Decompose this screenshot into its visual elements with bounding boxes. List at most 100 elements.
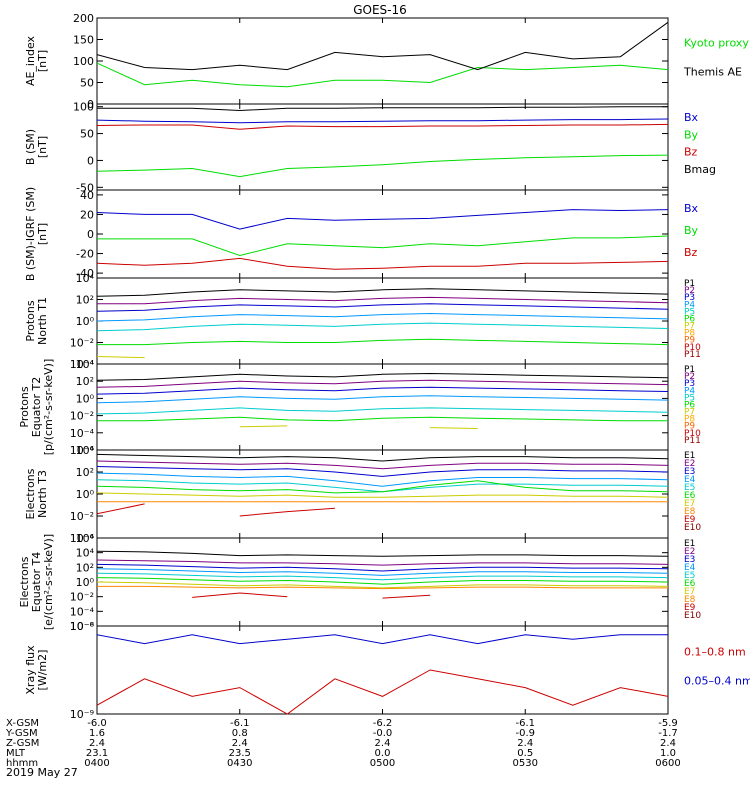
y-tick-label: 10⁰ [76, 315, 95, 328]
legend-label: E3 [684, 467, 695, 477]
legend-label: E6 [684, 491, 696, 501]
footer-value: -1.7 [658, 728, 678, 739]
legend-label: Bx [684, 111, 699, 124]
y-tick-label: 50 [80, 77, 94, 90]
y-tick-label: 10² [76, 466, 94, 479]
legend-label: E10 [684, 611, 701, 621]
y-axis-label-line: North T3 [36, 470, 49, 518]
legend-label: E7 [684, 587, 695, 597]
series-line [96, 669, 669, 715]
legend-label: P3 [684, 379, 695, 389]
legend-label: P6 [684, 400, 695, 410]
y-tick-label: 10⁻⁴ [70, 532, 95, 545]
panel-frame [96, 189, 669, 279]
footer-row-label: MLT [6, 748, 26, 759]
y-tick-label: 10⁴ [76, 358, 95, 371]
y-tick-label: 10⁻⁴ [70, 605, 95, 618]
legend-label: P10 [684, 343, 701, 353]
y-axis-label-line: B (SM) [24, 129, 37, 165]
series-line [97, 296, 669, 305]
y-tick-label: 10⁴ [76, 444, 95, 457]
series-line [96, 257, 669, 270]
series-line [239, 425, 288, 428]
y-axis-label: ProtonsNorth T1 [24, 297, 49, 345]
legend-label: E8 [684, 595, 696, 605]
y-tick-label: 0 [87, 228, 94, 241]
y-axis-label-line: Equator T2 [30, 377, 43, 437]
y-tick-label: 20 [80, 208, 94, 221]
y-tick-label: 10⁴ [76, 547, 95, 560]
footer-row-label: Z-GSM [6, 738, 39, 749]
series-line [97, 235, 669, 257]
legend-label: E6 [684, 579, 696, 589]
footer-value: 2.4 [89, 738, 105, 749]
y-axis-label-line: Protons [24, 300, 37, 341]
legend-label: Bmag [684, 163, 716, 176]
legend-label: P8 [684, 329, 695, 339]
legend-label: P2 [684, 286, 695, 296]
series-line [96, 577, 669, 585]
y-tick-label: 0 [87, 154, 94, 167]
footer-value: -6.0 [87, 718, 107, 729]
y-tick-label: 10² [76, 561, 94, 574]
y-axis-label-line: Equator T4 [30, 552, 43, 612]
footer-value: 2.4 [232, 738, 248, 749]
footer-value: 0400 [84, 758, 109, 769]
y-tick-label: 10² [76, 294, 94, 307]
footer-value: 2.4 [517, 738, 533, 749]
series-line [239, 507, 335, 517]
series-line [97, 416, 668, 422]
y-tick-label: 10⁻⁴ [70, 358, 95, 371]
footer-value: 1.0 [660, 748, 676, 759]
footer-value: -6.1 [230, 718, 250, 729]
legend-label: 0.1–0.8 nm [684, 645, 746, 658]
footer-value: -0.9 [515, 728, 535, 739]
y-tick-label: 10⁰ [76, 576, 95, 589]
y-tick-label: 10⁻⁴ [70, 427, 95, 440]
series-line [96, 453, 669, 462]
y-axis-label: AE_index[nT] [24, 35, 49, 86]
legend-label: E1 [684, 539, 695, 549]
legend-label: P5 [684, 393, 695, 403]
y-axis-label-line: [W/m2] [36, 650, 49, 691]
legend-label: P9 [684, 422, 695, 432]
legend-label: P11 [684, 350, 701, 360]
footer-value: 23.1 [86, 748, 108, 759]
y-axis-label-line: B (SM)-IGRF (SM) [24, 187, 37, 281]
legend-label: P4 [684, 386, 695, 396]
legend-label: By [684, 128, 699, 141]
legend-label: E4 [684, 563, 696, 573]
y-tick-label: 10⁴ [76, 272, 95, 285]
series-line [96, 572, 669, 581]
series-line [96, 550, 669, 557]
legend-label: P5 [684, 307, 695, 317]
footer-value: 23.5 [229, 748, 251, 759]
y-tick-label: 10⁻⁶ [70, 620, 95, 633]
y-tick-label: 10⁰ [76, 392, 95, 405]
series-line [96, 407, 669, 415]
y-axis-label: B (SM)[nT] [24, 129, 49, 165]
series-line [382, 594, 431, 599]
legend-label: E4 [684, 475, 696, 485]
y-axis-label-line: [nT] [36, 223, 49, 245]
y-tick-label: 100 [73, 101, 94, 114]
legend-label: E7 [684, 499, 695, 509]
legend-label: Themis AE [683, 65, 742, 78]
y-axis-label: ElectronsNorth T3 [24, 468, 49, 519]
legend-label: P8 [684, 415, 695, 425]
series-line [96, 123, 669, 130]
legend-label: E9 [684, 515, 696, 525]
series-line [96, 62, 669, 88]
legend-label: P4 [684, 300, 695, 310]
panel-frame [96, 363, 669, 451]
panel-8: 10⁻⁹ 10⁻⁸ Xray flux[W/m2] 0.1–0.8 nm 0.05–0.… [24, 620, 750, 721]
series-line [96, 386, 669, 395]
y-axis-label: ElectronsEquator T4[e/(cm²-s-sr-keV)] [18, 534, 55, 630]
series-line [96, 209, 669, 230]
panel-frame [96, 537, 669, 627]
y-tick-label: 10⁻² [70, 337, 94, 350]
y-tick-label: 10⁻² [70, 591, 94, 604]
y-axis-label-line: Electrons [24, 468, 37, 519]
series-line [96, 303, 669, 312]
y-tick-label: 10⁻⁸ [70, 620, 95, 633]
